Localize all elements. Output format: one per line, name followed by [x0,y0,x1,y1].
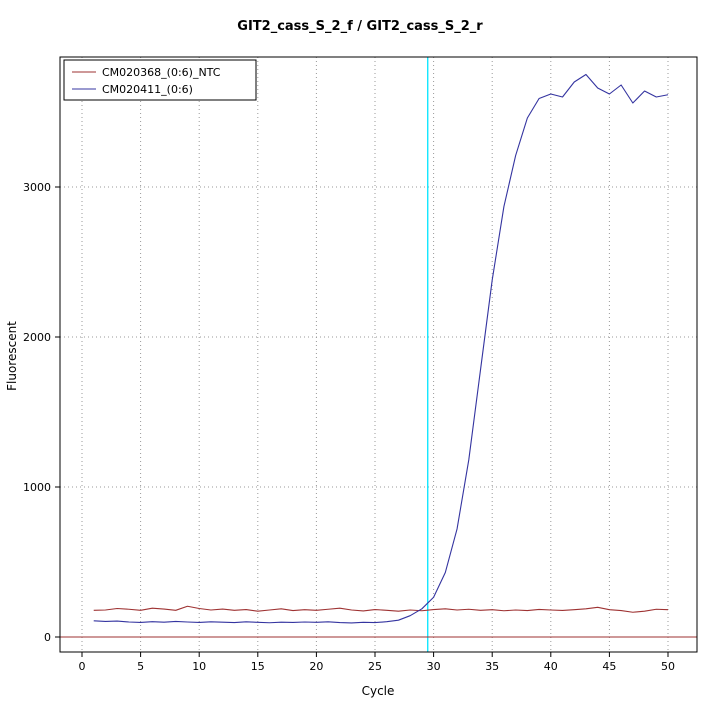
y-axis-label: Fluorescent [5,321,19,391]
x-tick-label: 0 [79,660,86,673]
y-tick-label: 3000 [23,181,51,194]
x-tick-label: 15 [251,660,265,673]
x-tick-label: 45 [602,660,616,673]
x-tick-label: 20 [309,660,323,673]
plot-border [59,56,698,653]
x-tick-label: 5 [137,660,144,673]
y-tick-label: 1000 [23,481,51,494]
x-axis-label: Cycle [362,684,395,698]
x-tick-label: 40 [544,660,558,673]
y-tick-label: 0 [44,631,51,644]
x-tick-label: 35 [485,660,499,673]
y-tick-label: 2000 [23,331,51,344]
series-line-0 [93,605,669,613]
x-tick-label: 50 [661,660,675,673]
x-tick-label: 30 [427,660,441,673]
chart-title: GIT2_cass_S_2_f / GIT2_cass_S_2_r [237,19,483,34]
legend-box [63,59,257,101]
legend: CM020368_(0:6)_NTC CM020411_(0:6) [63,59,257,101]
x-tick-label: 25 [368,660,382,673]
series-line-1 [93,73,669,624]
plot-area: 0 5 10 15 20 25 30 35 40 45 50 0 1000 2000 3000 [23,56,698,673]
x-tick-label: 10 [192,660,206,673]
legend-label-ntc: CM020368_(0:6)_NTC [102,66,221,79]
legend-label-sample: CM020411_(0:6) [102,83,193,96]
